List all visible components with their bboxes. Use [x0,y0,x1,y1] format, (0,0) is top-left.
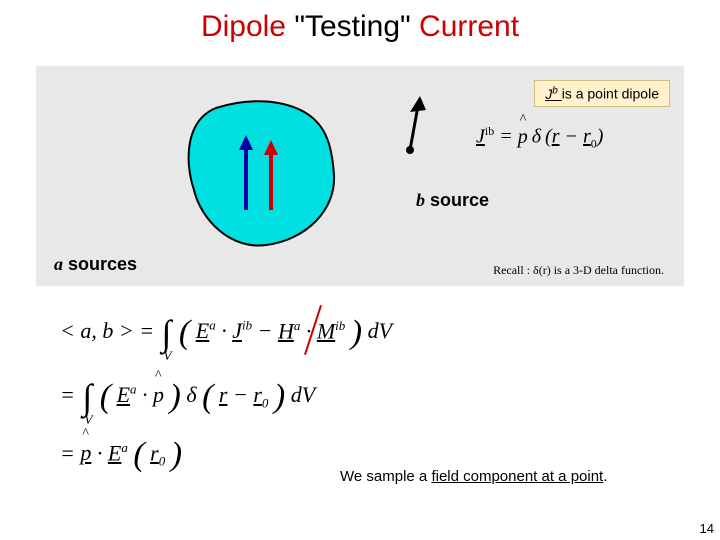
a-rest: sources [63,254,137,274]
dipole-point [406,146,414,154]
equation-line1: < a, b > = ∫V ( Ea · Jib − Ha · Mib ) dV [60,312,680,354]
j-ib-equation: Jib = p δ (r − r0) [476,124,603,152]
b-source-label: b source [416,190,489,211]
sample-post: . [603,468,607,485]
b-italic: b [416,190,425,210]
equation-block: < a, b > = ∫V ( Ea · Jib − Ha · Mib ) dV… [60,300,680,492]
dipole-arrow-svg [396,92,436,162]
title-part2: "Testing" [294,10,410,43]
integral-2: ∫V [80,376,94,418]
black-arrow-head [410,96,426,112]
page-title: Dipole "Testing" Current [0,0,720,44]
jb-sup: b [552,85,558,96]
blob-path [189,101,335,245]
note-text: is a point dipole [562,86,659,102]
diagram-panel: Jb is a point dipole a sources b source … [36,66,684,286]
sample-note: We sample a field component at a point. [340,468,607,485]
point-dipole-note: Jb is a point dipole [534,80,670,107]
j-under: J [476,126,485,148]
page-number: 14 [700,521,714,536]
j-sup: ib [485,124,494,138]
equation-line2: = ∫V ( Ea · p ) δ ( r − r0 ) dV [60,376,680,418]
sample-pre: We sample a [340,468,431,485]
black-arrow-line [410,106,418,150]
r-under: r [552,126,560,148]
p-hat: p [518,126,528,149]
sample-mid: field component at a point [431,468,603,485]
a-sources-label: a sources [54,254,137,275]
equation-line3: = p · Ea ( r0 ) [60,440,680,470]
b-rest: source [425,190,489,210]
title-part1: Dipole [201,10,294,43]
jb-symbol: Jb [545,86,561,102]
source-blob [176,90,356,265]
struck-term: Ha · Mib [278,318,345,344]
r0-sub: 0 [591,137,597,151]
recall-note: Recall : δ(r) is a 3-D delta function. [493,263,664,278]
blob-svg [176,90,356,260]
integral-1: ∫V [160,312,174,354]
r0-under: r [583,126,591,148]
a-italic: a [54,254,63,274]
title-part3: Current [411,10,519,43]
